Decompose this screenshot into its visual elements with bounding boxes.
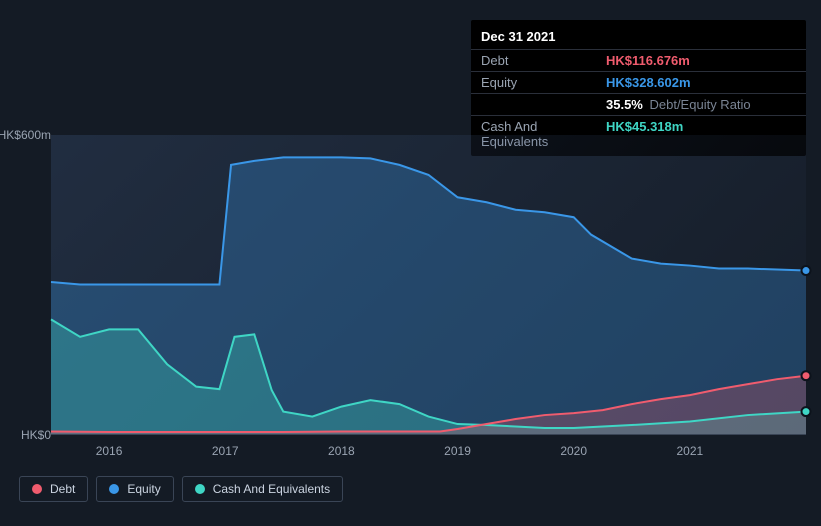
series-end-dot-cash-and-equivalents (802, 407, 811, 416)
legend-item-cash-and-equivalents[interactable]: Cash And Equivalents (182, 476, 343, 502)
chart-legend: Debt Equity Cash And Equivalents (19, 476, 343, 502)
legend-label: Equity (127, 482, 160, 496)
tooltip-row: DebtHK$116.676m (471, 49, 806, 71)
tooltip-row-label: Equity (481, 75, 606, 90)
legend-dot-icon (32, 484, 42, 494)
x-axis-label: 2016 (96, 444, 123, 458)
tooltip-date: Dec 31 2021 (471, 24, 806, 49)
tooltip-row-label (481, 97, 606, 112)
legend-dot-icon (109, 484, 119, 494)
x-axis-label: 2020 (560, 444, 587, 458)
tooltip-row-value: HK$116.676m (606, 53, 690, 68)
series-end-dot-equity (802, 266, 811, 275)
x-axis-label: 2018 (328, 444, 355, 458)
y-axis-label: HK$0 (21, 428, 51, 442)
legend-item-debt[interactable]: Debt (19, 476, 88, 502)
tooltip-row-value: 35.5% Debt/Equity Ratio (606, 97, 751, 112)
legend-label: Cash And Equivalents (213, 482, 330, 496)
tooltip-row: EquityHK$328.602m (471, 71, 806, 93)
x-axis: 2016 2017 2018 2019 2020 2021 (51, 441, 806, 463)
y-axis-label: HK$600m (0, 128, 51, 142)
series-end-dot-debt (802, 371, 811, 380)
legend-label: Debt (50, 482, 75, 496)
legend-item-equity[interactable]: Equity (96, 476, 173, 502)
plot-area[interactable] (51, 135, 806, 435)
tooltip-row: 35.5% Debt/Equity Ratio (471, 93, 806, 115)
x-axis-label: 2017 (212, 444, 239, 458)
legend-dot-icon (195, 484, 205, 494)
tooltip-row-label: Debt (481, 53, 606, 68)
x-axis-label: 2021 (676, 444, 703, 458)
tooltip-row-value: HK$328.602m (606, 75, 691, 90)
debt-equity-chart: HK$600mHK$0 201620172018201920202021 Deb… (15, 115, 806, 506)
x-axis-label: 2019 (444, 444, 471, 458)
tooltip-row-sub: Debt/Equity Ratio (646, 97, 751, 112)
